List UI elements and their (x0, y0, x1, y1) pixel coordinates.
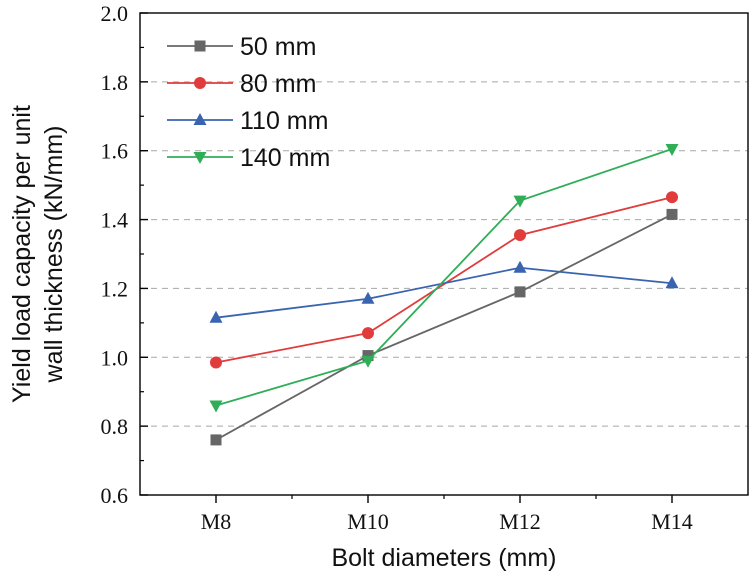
y-tick-label: 0.8 (101, 414, 129, 439)
legend: 50 mm 80 mm 110 mm 140 mm (167, 33, 330, 172)
series-line (215, 266, 673, 319)
data-point (666, 191, 678, 204)
y-tick-label: 1.0 (101, 345, 129, 370)
data-point (209, 400, 223, 413)
legend-item: 110 mm (167, 107, 328, 135)
data-point (361, 291, 375, 304)
data-point (665, 276, 679, 289)
legend-label: 140 mm (240, 144, 330, 172)
legend-marker (193, 152, 207, 164)
series-3 (209, 143, 679, 413)
data-point (514, 286, 526, 298)
data-point (362, 350, 374, 362)
grid-lines (140, 81, 748, 427)
series-group (209, 143, 679, 446)
x-axis-label: Bolt diameters (mm) (331, 544, 556, 572)
y-tick-label: 1.6 (101, 139, 129, 164)
y-tick-label: 1.2 (101, 276, 129, 301)
y-tick-label: 1.4 (101, 208, 129, 233)
series-line (215, 148, 673, 407)
data-point (209, 310, 223, 323)
x-tick-label: M14 (651, 509, 693, 534)
legend-marker (193, 113, 207, 125)
x-tick-label: M10 (347, 509, 389, 534)
y-tick-label: 1.8 (101, 70, 129, 95)
legend-item: 50 mm (167, 33, 316, 61)
legend-item: 140 mm (167, 144, 330, 172)
series-2 (209, 260, 679, 323)
plot-frame (139, 12, 749, 496)
data-point (362, 327, 374, 340)
series-0 (210, 208, 678, 446)
y-axis-label-group: Yield load capacity per unit wall thickn… (8, 105, 68, 403)
y-tick-label: 0.6 (101, 483, 129, 508)
legend-marker (194, 77, 206, 89)
x-tick-label: M12 (499, 509, 541, 534)
legend-label: 110 mm (240, 107, 328, 135)
legend-label: 80 mm (240, 70, 316, 98)
x-tick-label: M8 (201, 509, 232, 534)
y-axis-label-line-2: wall thickness (kN/mm) (40, 126, 68, 384)
legend-label: 50 mm (240, 33, 316, 61)
legend-item: 80 mm (167, 70, 316, 98)
data-point (361, 355, 375, 368)
data-point (210, 356, 222, 369)
data-point (666, 208, 678, 220)
series-line (215, 213, 673, 441)
data-point (514, 229, 526, 242)
data-point (210, 434, 222, 446)
y-tick-label: 2.0 (101, 1, 129, 26)
data-point (513, 260, 527, 273)
legend-marker (194, 40, 206, 52)
y-axis-label-line-1: Yield load capacity per unit (8, 105, 36, 403)
data-point (665, 143, 679, 156)
axes: 0.6 0.8 1.0 1.2 1.4 1.6 1.8 2.0 M8 M10 M12 M14 (101, 1, 693, 534)
data-point (513, 195, 527, 208)
